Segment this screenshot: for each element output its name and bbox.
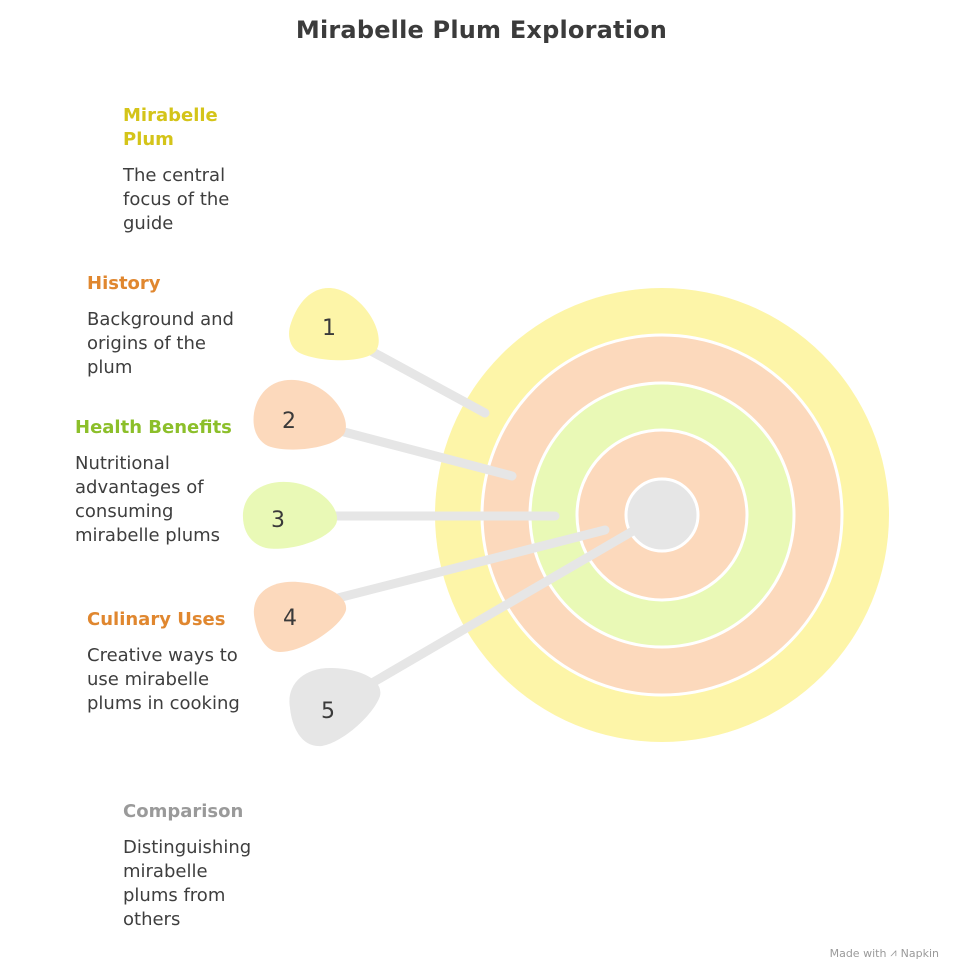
arrow-shaft-4 xyxy=(325,525,610,605)
item-description: Distinguishing mirabelle plums from othe… xyxy=(123,837,252,930)
page-title: Mirabelle Plum Exploration xyxy=(295,16,668,44)
arrow-flight-1 xyxy=(289,287,379,361)
item-comparison: Comparison Distinguishing mirabelle plum… xyxy=(123,800,263,932)
item-heading: Culinary Uses xyxy=(87,609,226,630)
arrow-number-1: 1 xyxy=(322,316,336,341)
item-health-benefits: Health Benefits Nutritional advantages o… xyxy=(75,416,240,548)
napkin-brand: Napkin xyxy=(900,946,939,960)
arrow-number-4: 4 xyxy=(283,606,297,631)
arrow-flight-5 xyxy=(289,668,381,747)
arrow-number-5: 5 xyxy=(321,699,335,724)
item-description: The central focus of the guide xyxy=(123,165,230,234)
item-description: Creative ways to use mirabelle plums in … xyxy=(87,645,240,714)
item-description: Nutritional advantages of consuming mira… xyxy=(75,453,221,546)
item-mirabelle-plum: Mirabelle Plum The central focus of the … xyxy=(123,104,253,236)
item-culinary-uses: Culinary Uses Creative ways to use mirab… xyxy=(87,608,247,716)
arrow-number-2: 2 xyxy=(282,409,296,434)
arrow-shaft-1 xyxy=(355,340,490,418)
arrow-number-3: 3 xyxy=(271,508,285,533)
arrow-shaft-2 xyxy=(320,422,517,481)
arrow-flight-3 xyxy=(242,481,338,549)
item-heading: Mirabelle Plum xyxy=(123,105,218,150)
made-with-label: Made with xyxy=(829,946,887,960)
arrow-flight-2 xyxy=(253,379,346,450)
item-heading: History xyxy=(87,273,161,294)
made-with-footer: Made with ⩘ Napkin xyxy=(830,946,939,960)
napkin-logo-icon: ⩘ xyxy=(890,946,897,959)
item-heading: Health Benefits xyxy=(75,417,232,438)
item-heading: Comparison xyxy=(123,801,244,822)
item-description: Background and origins of the plum xyxy=(87,309,234,378)
item-history: History Background and origins of the pl… xyxy=(87,272,237,380)
arrow-shaft-5 xyxy=(355,509,667,695)
arrow-flight-4 xyxy=(253,581,347,652)
